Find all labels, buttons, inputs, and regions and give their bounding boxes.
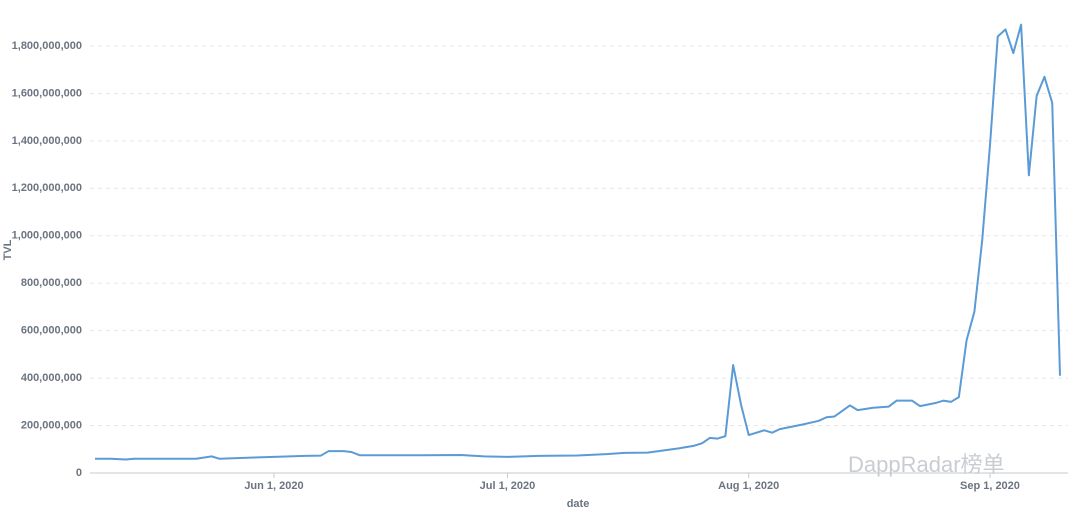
y-tick-label: 1,000,000,000 [12,230,82,242]
x-tick-label: Sep 1, 2020 [960,480,1020,492]
y-tick-label: 800,000,000 [21,277,82,289]
x-tick-label: Aug 1, 2020 [718,480,779,492]
y-tick-label: 1,600,000,000 [12,87,82,99]
y-tick-label: 1,800,000,000 [12,40,82,52]
y-tick-label: 1,200,000,000 [12,182,82,194]
y-tick-label: 0 [76,467,82,479]
y-tick-label: 1,400,000,000 [12,135,82,147]
x-axis-label: date [567,498,590,510]
data-line [95,23,1061,461]
x-tick-label: Jul 1, 2020 [480,480,536,492]
y-tick-label: 200,000,000 [21,419,82,431]
x-tick-label: Jun 1, 2020 [244,480,303,492]
y-tick-label: 400,000,000 [21,372,82,384]
y-tick-label: 600,000,000 [21,325,82,337]
y-axis-label: TVL [2,239,14,260]
